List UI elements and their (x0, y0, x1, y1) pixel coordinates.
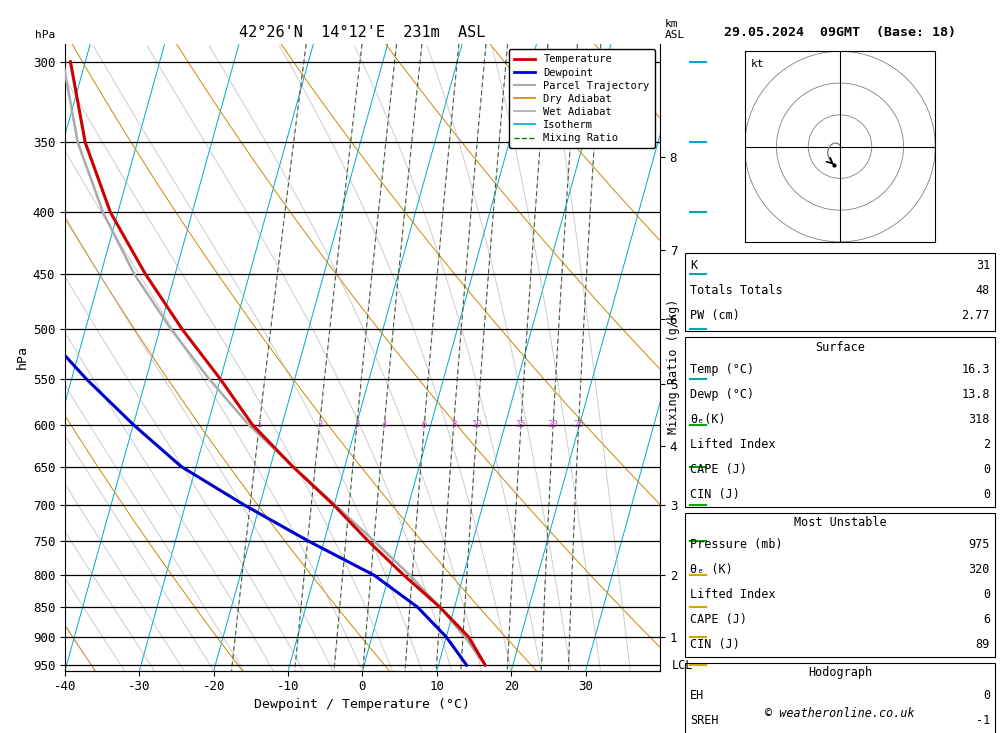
Text: 15: 15 (516, 420, 526, 429)
Text: Pressure (mb): Pressure (mb) (690, 539, 783, 551)
Text: CIN (J): CIN (J) (690, 638, 740, 651)
Text: LCL: LCL (672, 659, 693, 671)
Text: SREH: SREH (690, 714, 719, 726)
Text: Dewp (°C): Dewp (°C) (690, 388, 754, 401)
Text: 0: 0 (983, 487, 990, 501)
Text: Most Unstable: Most Unstable (794, 516, 886, 529)
Text: 25: 25 (573, 420, 584, 429)
Text: kt: kt (751, 59, 765, 69)
Text: 48: 48 (976, 284, 990, 297)
Text: 31: 31 (976, 259, 990, 272)
Text: EH: EH (690, 689, 704, 701)
Text: 2: 2 (983, 438, 990, 451)
Text: CIN (J): CIN (J) (690, 487, 740, 501)
Text: Temp (°C): Temp (°C) (690, 363, 754, 376)
X-axis label: Dewpoint / Temperature (°C): Dewpoint / Temperature (°C) (254, 698, 470, 710)
Text: Mixing Ratio (g/kg): Mixing Ratio (g/kg) (666, 299, 680, 434)
Text: 8: 8 (451, 420, 456, 429)
Title: 42°26'N  14°12'E  231m  ASL: 42°26'N 14°12'E 231m ASL (239, 25, 486, 40)
Text: CAPE (J): CAPE (J) (690, 463, 747, 476)
Text: 6: 6 (422, 420, 427, 429)
Text: hPa: hPa (35, 30, 55, 40)
Text: 16.3: 16.3 (962, 363, 990, 376)
Text: 10: 10 (472, 420, 482, 429)
Text: 2: 2 (317, 420, 322, 429)
Text: Surface: Surface (815, 341, 865, 353)
Text: 6: 6 (983, 614, 990, 626)
Text: 2.77: 2.77 (962, 309, 990, 322)
Text: © weatheronline.co.uk: © weatheronline.co.uk (765, 707, 915, 720)
Text: 89: 89 (976, 638, 990, 651)
Text: PW (cm): PW (cm) (690, 309, 740, 322)
Text: 4: 4 (382, 420, 387, 429)
Text: 3: 3 (354, 420, 360, 429)
Text: Hodograph: Hodograph (808, 666, 872, 679)
Text: 0: 0 (983, 463, 990, 476)
Text: CAPE (J): CAPE (J) (690, 614, 747, 626)
Text: 975: 975 (969, 539, 990, 551)
Text: 20: 20 (548, 420, 558, 429)
Text: K: K (690, 259, 697, 272)
Text: -1: -1 (976, 714, 990, 726)
Text: 0: 0 (983, 589, 990, 601)
Text: 1: 1 (257, 420, 262, 429)
Text: Lifted Index: Lifted Index (690, 589, 776, 601)
Text: θₑ(K): θₑ(K) (690, 413, 726, 426)
Text: θₑ (K): θₑ (K) (690, 564, 733, 576)
Text: km
ASL: km ASL (665, 19, 685, 40)
Legend: Temperature, Dewpoint, Parcel Trajectory, Dry Adiabat, Wet Adiabat, Isotherm, Mi: Temperature, Dewpoint, Parcel Trajectory… (509, 49, 655, 148)
Text: Totals Totals: Totals Totals (690, 284, 783, 297)
Y-axis label: hPa: hPa (16, 345, 29, 369)
Text: 13.8: 13.8 (962, 388, 990, 401)
Text: 29.05.2024  09GMT  (Base: 18): 29.05.2024 09GMT (Base: 18) (724, 26, 956, 39)
Text: 320: 320 (969, 564, 990, 576)
Text: 0: 0 (983, 689, 990, 701)
Text: 318: 318 (969, 413, 990, 426)
Text: Lifted Index: Lifted Index (690, 438, 776, 451)
